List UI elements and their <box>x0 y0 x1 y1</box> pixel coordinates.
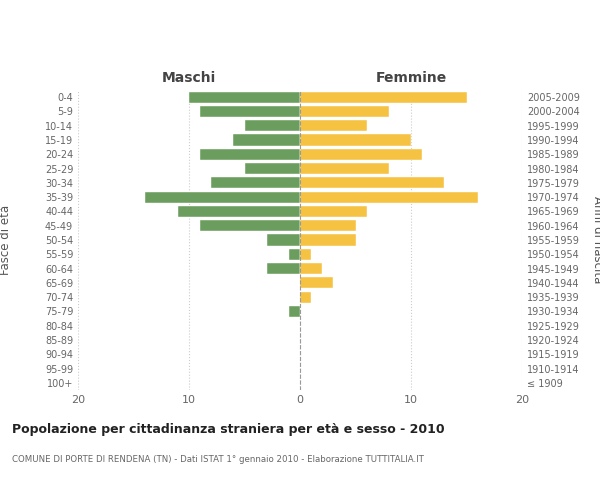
Bar <box>300 292 311 302</box>
Bar <box>300 192 478 202</box>
Text: Maschi: Maschi <box>162 71 216 85</box>
Bar <box>267 234 300 246</box>
Text: Anni di nascita: Anni di nascita <box>590 196 600 284</box>
Bar <box>300 220 356 232</box>
Bar <box>200 220 300 232</box>
Bar <box>300 92 467 102</box>
Bar <box>300 234 356 246</box>
Bar <box>267 263 300 274</box>
Bar <box>211 178 300 188</box>
Bar <box>289 248 300 260</box>
Bar <box>300 278 334 288</box>
Bar <box>189 92 300 102</box>
Bar <box>178 206 300 217</box>
Bar <box>289 306 300 317</box>
Bar <box>300 263 322 274</box>
Text: Popolazione per cittadinanza straniera per età e sesso - 2010: Popolazione per cittadinanza straniera p… <box>12 422 445 436</box>
Bar <box>233 134 300 145</box>
Text: Fasce di età: Fasce di età <box>0 205 13 275</box>
Bar <box>300 163 389 174</box>
Bar <box>200 106 300 117</box>
Bar <box>300 178 445 188</box>
Text: COMUNE DI PORTE DI RENDENA (TN) - Dati ISTAT 1° gennaio 2010 - Elaborazione TUTT: COMUNE DI PORTE DI RENDENA (TN) - Dati I… <box>12 455 424 464</box>
Bar <box>300 206 367 217</box>
Text: Femmine: Femmine <box>376 71 446 85</box>
Bar <box>200 148 300 160</box>
Bar <box>145 192 300 202</box>
Bar <box>300 120 367 132</box>
Bar <box>300 248 311 260</box>
Bar <box>300 148 422 160</box>
Bar <box>245 163 300 174</box>
Bar <box>300 134 411 145</box>
Bar <box>300 106 389 117</box>
Bar <box>245 120 300 132</box>
